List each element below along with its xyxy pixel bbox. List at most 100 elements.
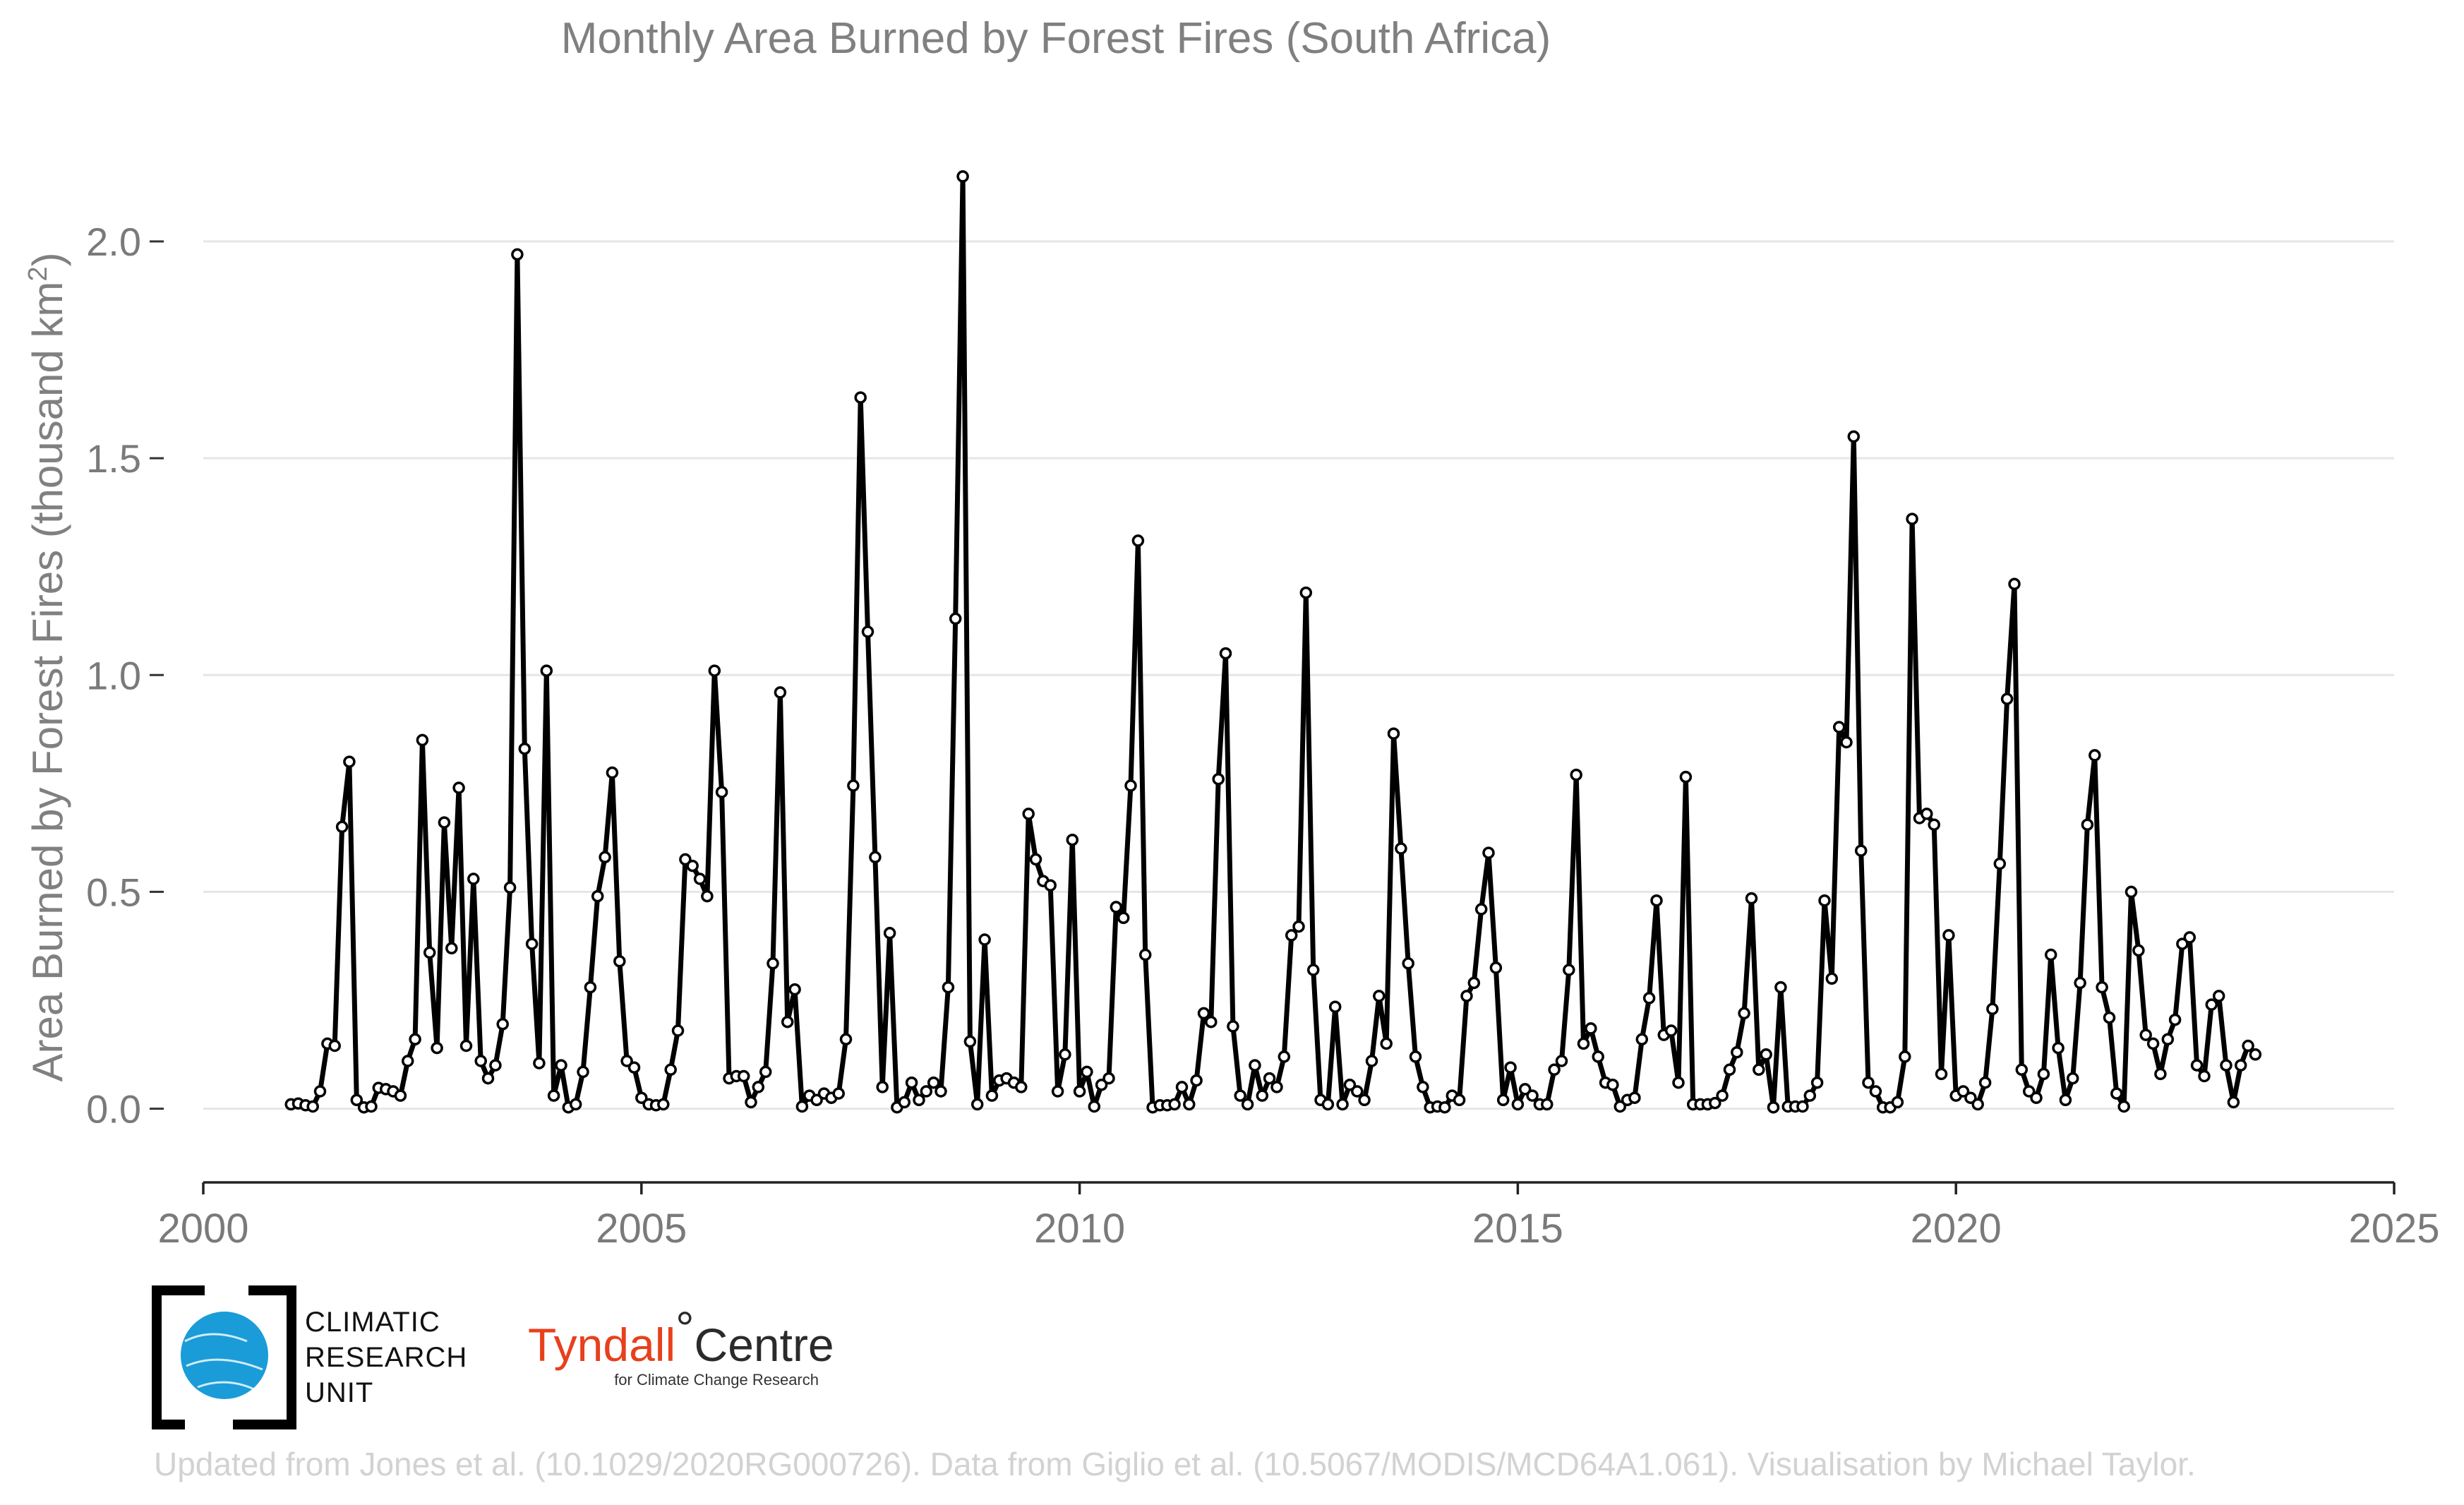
data-point	[774, 686, 787, 699]
data-point	[1723, 1063, 1736, 1077]
data-point	[1117, 911, 1130, 925]
data-point	[1417, 1081, 1429, 1093]
data-point	[1460, 990, 1473, 1002]
data-point	[781, 1015, 794, 1029]
data-point	[737, 1069, 750, 1083]
data-point	[664, 1063, 677, 1077]
data-point	[1978, 1076, 1992, 1089]
data-point	[686, 859, 699, 873]
data-point	[905, 1076, 918, 1089]
data-point	[2059, 1093, 2072, 1107]
data-point	[2066, 1072, 2079, 1085]
data-point	[869, 851, 882, 864]
data-point	[1767, 1101, 1780, 1114]
data-point	[1847, 430, 1861, 443]
cru-globe-icon	[181, 1312, 268, 1399]
data-point	[1256, 1089, 1269, 1102]
data-point	[898, 1096, 911, 1109]
data-point	[1679, 770, 1693, 784]
data-point	[1249, 1059, 1261, 1072]
data-point	[1102, 1072, 1115, 1085]
data-point	[1095, 1079, 1108, 1091]
data-point	[459, 1039, 473, 1053]
data-point	[1993, 857, 2007, 870]
data-point	[767, 957, 779, 970]
data-point	[693, 873, 707, 885]
data-point	[854, 391, 867, 404]
data-point	[876, 1081, 889, 1093]
data-point	[503, 881, 517, 894]
data-point	[1336, 1098, 1349, 1111]
cru-line1: CLIMATIC	[305, 1307, 440, 1338]
data-point	[1088, 1100, 1101, 1113]
series-points	[284, 170, 2262, 1114]
data-point	[555, 1059, 567, 1072]
tyndall-wordmark: Tyndall°Centre	[528, 1302, 834, 1371]
data-point	[2000, 692, 2014, 705]
data-point	[1496, 1093, 1510, 1107]
data-point	[1073, 1085, 1086, 1098]
data-point	[2081, 818, 2094, 831]
data-point	[1205, 1015, 1218, 1029]
data-point	[2154, 1067, 2167, 1081]
data-point	[1971, 1098, 1984, 1111]
data-point	[861, 625, 875, 638]
data-point	[591, 889, 604, 903]
data-point	[511, 248, 524, 261]
data-point	[832, 1087, 845, 1100]
data-point	[2125, 885, 2138, 899]
data-point	[810, 1093, 823, 1107]
data-point	[657, 1098, 670, 1111]
data-point	[1504, 1061, 1517, 1074]
data-point	[1321, 1098, 1335, 1111]
data-point	[1613, 1100, 1627, 1113]
cru-line3: UNIT	[305, 1377, 373, 1408]
data-point	[409, 1033, 421, 1046]
data-point	[1577, 1037, 1590, 1050]
data-point	[1862, 1076, 1875, 1089]
data-point	[1467, 976, 1481, 990]
data-point	[1803, 1089, 1817, 1102]
data-point	[2161, 1033, 2175, 1046]
data-point	[701, 889, 714, 903]
data-point	[788, 983, 801, 996]
tyndall-subtitle: for Climate Change Research	[614, 1371, 819, 1389]
data-point	[1343, 1079, 1357, 1091]
data-point	[1592, 1050, 1604, 1063]
data-point	[1906, 512, 1918, 525]
y-axis-label: Area Burned by Forest Fires (thousand km…	[23, 253, 71, 1082]
tyndall-logo: Tyndall°Centre for Climate Change Resear…	[528, 1302, 834, 1389]
data-point	[394, 1089, 407, 1102]
grid-lines	[203, 240, 2394, 1110]
data-point	[2220, 1059, 2232, 1072]
data-point	[1212, 772, 1225, 786]
x-axis-ticks: 2000 2005 2010 2015 2020 2025	[157, 1182, 2440, 1252]
data-point	[496, 1018, 509, 1031]
data-point	[679, 853, 692, 866]
data-point	[1832, 721, 1846, 733]
data-point	[335, 820, 349, 834]
data-point	[839, 1033, 853, 1046]
data-point	[481, 1072, 495, 1085]
data-point	[847, 779, 860, 792]
data-point	[533, 1057, 546, 1069]
data-point	[978, 933, 991, 946]
data-point	[306, 1100, 319, 1113]
data-point	[1760, 1048, 1772, 1061]
data-point	[1964, 1091, 1977, 1104]
data-point	[2242, 1039, 2254, 1053]
data-point	[2176, 937, 2189, 950]
data-point	[1928, 818, 1940, 831]
data-point	[963, 1035, 977, 1048]
data-point	[489, 1059, 502, 1072]
y-axis-label-close: )	[24, 253, 71, 267]
data-point	[2190, 1059, 2204, 1072]
data-point	[1840, 736, 1853, 749]
data-point	[1328, 1000, 1342, 1013]
data-point	[1131, 534, 1145, 547]
data-point	[2205, 998, 2218, 1011]
x-tick-label: 2020	[1911, 1206, 2002, 1252]
data-point	[518, 742, 531, 755]
data-point	[1650, 894, 1663, 907]
